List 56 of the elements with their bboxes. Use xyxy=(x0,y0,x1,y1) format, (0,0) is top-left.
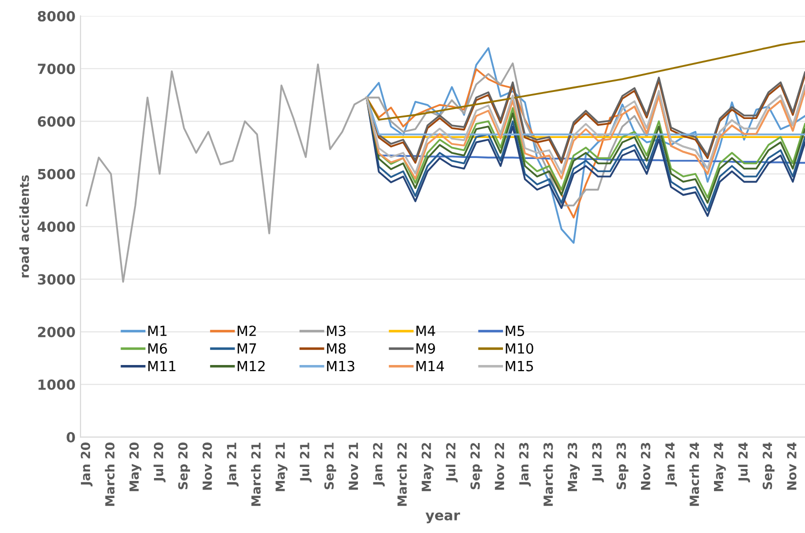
y-tick-label: 1000 xyxy=(38,379,75,390)
x-tick-label: May 21 xyxy=(275,442,288,492)
x-tick-label: Jul 23 xyxy=(592,442,604,482)
legend-label: M6 xyxy=(148,343,167,354)
x-tick-label: May 23 xyxy=(568,442,580,492)
legend-label: M13 xyxy=(327,360,354,372)
x-tick-label: Jul 22 xyxy=(446,443,458,482)
legend-label: M12 xyxy=(238,360,265,372)
y-tick-label: 0 xyxy=(66,432,75,443)
legend-label: M7 xyxy=(238,343,256,354)
x-tick-label: May 22 xyxy=(422,443,434,492)
legend-label: M11 xyxy=(148,361,176,372)
x-tick-label: Jul 20 xyxy=(154,442,166,482)
x-tick-label: Nov 20 xyxy=(202,442,212,490)
x-tick-label: March 22 xyxy=(397,443,407,506)
x-axis-title: year xyxy=(426,512,460,524)
x-tick-label: Nov 21 xyxy=(348,442,358,490)
x-tick-label: Sep 20 xyxy=(178,442,190,490)
y-axis-title: road accidents xyxy=(19,175,30,278)
legend-label: M5 xyxy=(506,326,524,336)
x-tick-label: Sep 22 xyxy=(470,443,482,490)
y-tick-label: 3000 xyxy=(38,274,75,285)
legend-label: M8 xyxy=(327,343,346,354)
y-tick-label: 4000 xyxy=(38,221,75,232)
x-tick-label: Jan 23 xyxy=(519,442,531,486)
y-tick-label: 2000 xyxy=(38,326,75,338)
x-tick-label: Jul 21 xyxy=(300,442,312,482)
y-tick-label: 6000 xyxy=(38,116,75,127)
legend-label: M9 xyxy=(416,343,435,354)
x-tick-label: Sep 24 xyxy=(762,442,775,490)
x-tick-label: Nov 24 xyxy=(786,442,796,490)
legend-label: M4 xyxy=(416,326,436,336)
x-tick-label: Nov 22 xyxy=(494,443,504,490)
x-tick-label: Sep 21 xyxy=(324,442,336,490)
x-tick-label: March 23 xyxy=(543,442,553,506)
x-tick-label: Jan 20 xyxy=(80,442,93,486)
x-tick-label: May 24 xyxy=(714,442,726,492)
x-tick-label: Jan 22 xyxy=(372,443,385,486)
legend-label: M3 xyxy=(327,326,346,336)
x-tick-label: Macrh 24 xyxy=(689,442,700,506)
legend-label: M1 xyxy=(148,326,167,336)
y-tick-label: 7000 xyxy=(38,64,75,74)
y-tick-label: 5000 xyxy=(38,168,75,180)
x-tick-label: Sep 23 xyxy=(616,442,628,490)
legend-label: M14 xyxy=(416,361,444,372)
legend-label: M2 xyxy=(238,326,256,336)
x-tick-label: March 21 xyxy=(251,442,261,506)
x-tick-label: Jan 24 xyxy=(665,442,678,486)
legend-label: M15 xyxy=(506,361,533,372)
legend-label: M10 xyxy=(506,343,534,354)
x-tick-label: Jul 24 xyxy=(738,442,750,482)
y-tick-label: 8000 xyxy=(38,10,75,22)
x-tick-label: March 20 xyxy=(104,442,115,506)
x-tick-label: Jan 21 xyxy=(226,442,239,486)
x-tick-label: May 20 xyxy=(129,442,142,492)
x-tick-label: Nov 23 xyxy=(640,442,650,490)
